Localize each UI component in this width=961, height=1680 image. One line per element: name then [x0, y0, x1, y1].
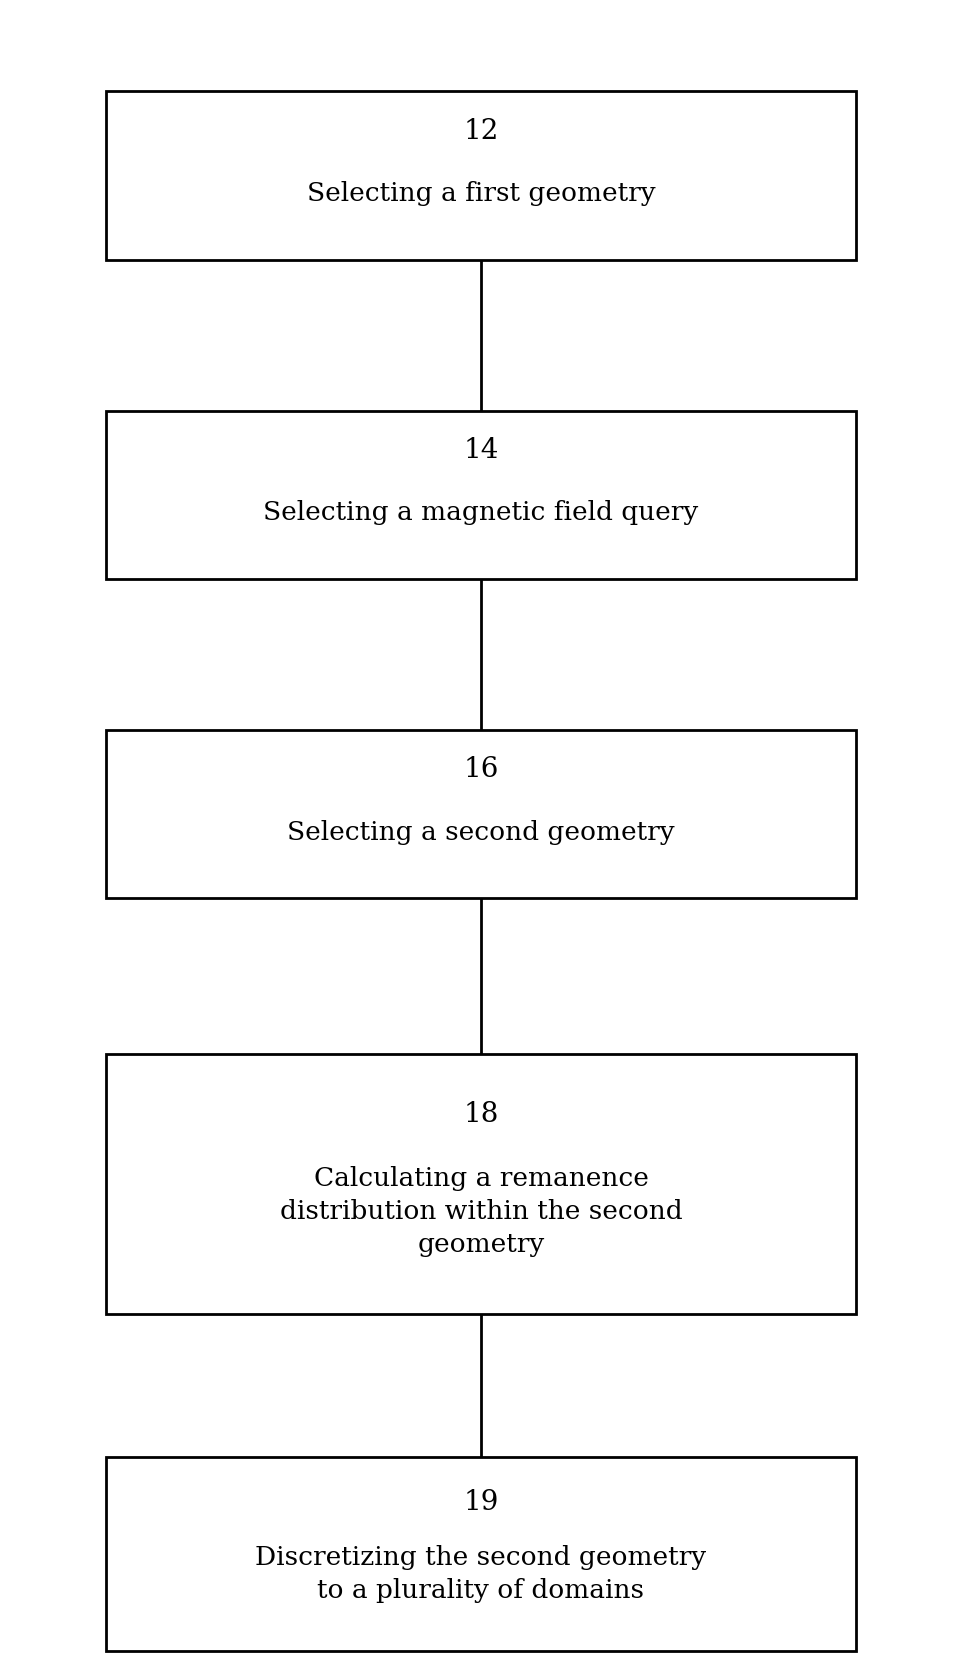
Text: Selecting a second geometry: Selecting a second geometry	[287, 820, 674, 843]
Bar	[106, 412, 855, 580]
Text: 14: 14	[463, 437, 498, 464]
Text: Selecting a magnetic field query: Selecting a magnetic field query	[263, 501, 698, 524]
Text: 16: 16	[463, 756, 498, 783]
Text: Selecting a first geometry: Selecting a first geometry	[307, 181, 654, 205]
Text: 18: 18	[463, 1100, 498, 1127]
Text: 19: 19	[463, 1488, 498, 1515]
Text: 12: 12	[463, 118, 498, 144]
Text: Discretizing the second geometry
to a plurality of domains: Discretizing the second geometry to a pl…	[256, 1544, 705, 1603]
Bar	[106, 1457, 855, 1650]
Bar	[106, 1055, 855, 1315]
Text: Calculating a remanence
distribution within the second
geometry: Calculating a remanence distribution wit…	[280, 1164, 681, 1257]
Bar	[106, 92, 855, 260]
Bar	[106, 731, 855, 899]
